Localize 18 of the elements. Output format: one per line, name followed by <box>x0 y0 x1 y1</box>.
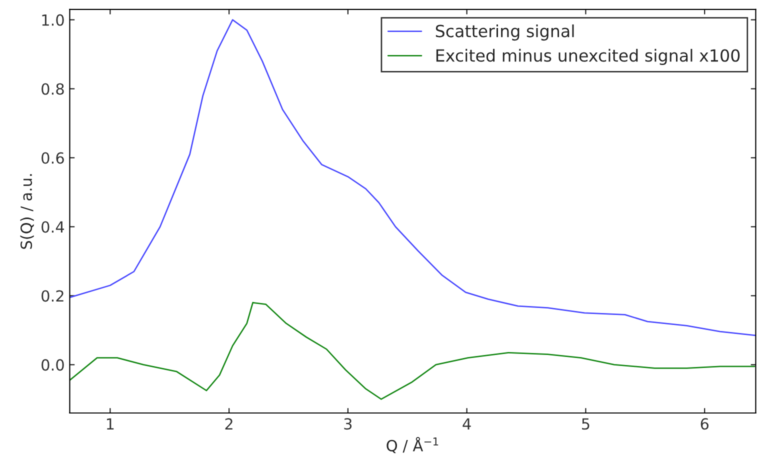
y-tick-label: 0.8 <box>42 83 64 95</box>
y-tick-label: 0.2 <box>42 290 64 302</box>
x-tick-label: 1 <box>106 418 114 430</box>
x-tick-label: 5 <box>582 418 590 430</box>
y-tick-label: 0.6 <box>42 152 64 164</box>
line-series <box>70 19 756 336</box>
y-axis-title: S(Q) / a.u. <box>20 174 34 249</box>
x-axis-title: Q / Å$^{−1}$ <box>386 437 438 454</box>
y-tick-label: 0.4 <box>42 221 64 233</box>
x-tick-label: 3 <box>344 418 352 430</box>
legend-label: Scattering signal <box>436 24 574 41</box>
legend-label: Excited minus unexcited signal x100 <box>436 48 740 66</box>
x-tick-label: 6 <box>700 418 708 430</box>
x-tick-label: 4 <box>462 418 471 430</box>
line-series <box>70 302 756 400</box>
x-tick-label: 2 <box>225 418 232 430</box>
y-tick-label: 1.0 <box>42 14 64 26</box>
y-tick-label: 0.0 <box>42 359 64 371</box>
